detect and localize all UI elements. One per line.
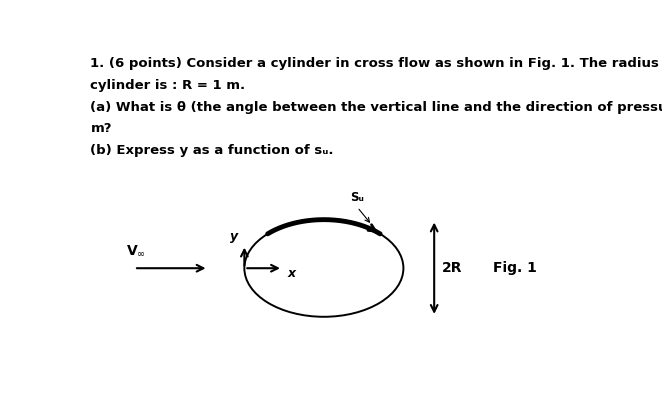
Text: V$_{\infty}$: V$_{\infty}$ xyxy=(126,244,146,258)
Text: m?: m? xyxy=(91,123,112,136)
Text: x: x xyxy=(288,267,296,280)
Text: (b) Express y as a function of sᵤ.: (b) Express y as a function of sᵤ. xyxy=(91,144,334,158)
Text: 2R: 2R xyxy=(442,261,462,275)
Text: Fig. 1: Fig. 1 xyxy=(493,261,537,275)
Text: (a) What is θ (the angle between the vertical line and the direction of pressure: (a) What is θ (the angle between the ver… xyxy=(91,101,662,114)
Text: Sᵤ: Sᵤ xyxy=(350,191,364,204)
Text: 1. (6 points) Consider a cylinder in cross flow as shown in Fig. 1. The radius o: 1. (6 points) Consider a cylinder in cro… xyxy=(91,57,662,70)
Text: cylinder is : R = 1 m.: cylinder is : R = 1 m. xyxy=(91,79,246,92)
Text: y: y xyxy=(230,230,238,243)
